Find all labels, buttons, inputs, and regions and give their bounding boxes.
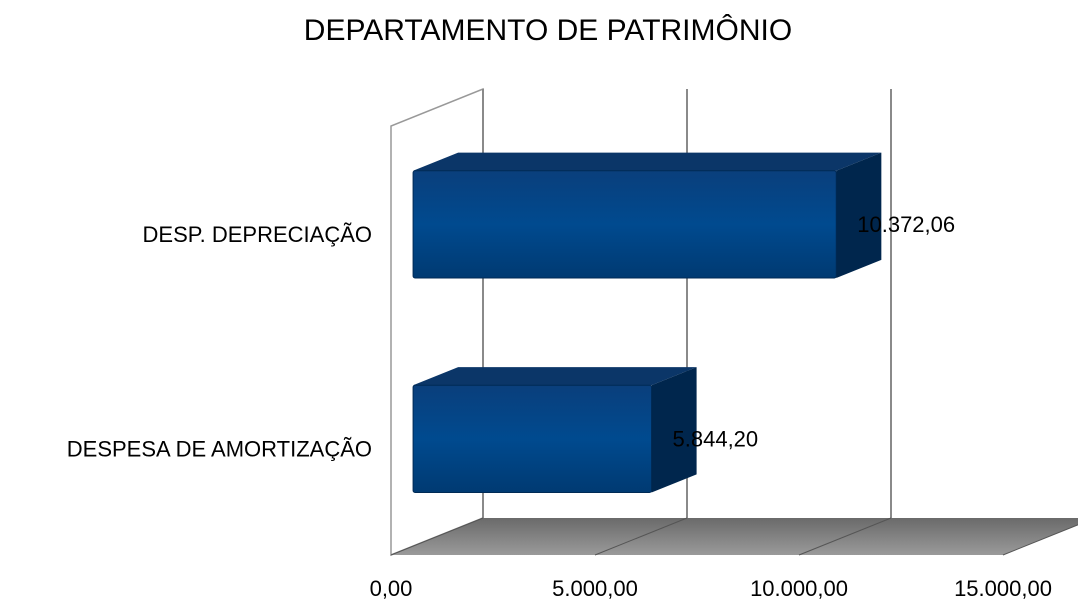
chart-title: DEPARTAMENTO DE PATRIMÔNIO — [304, 13, 792, 47]
bar-end — [651, 367, 697, 493]
floor-grid-line — [1002, 524, 1078, 556]
x-tick-label: 5.000,00 — [552, 576, 638, 601]
bar-top — [413, 152, 882, 171]
floor — [391, 518, 1078, 555]
x-tick-label: 10.000,00 — [750, 576, 848, 601]
x-tick-label: 15.000,00 — [954, 576, 1052, 601]
x-tick-label: 0,00 — [370, 576, 413, 601]
value-label: 10.372,06 — [857, 212, 955, 237]
floor-grid-line — [390, 517, 484, 556]
bar-top — [413, 367, 697, 386]
y-tick-label: DESPESA DE AMORTIZAÇÃO — [67, 437, 372, 462]
value-label: 5.844,20 — [673, 427, 759, 452]
bar — [412, 384, 653, 493]
floor-grid-line — [594, 517, 688, 556]
floor-grid-line — [798, 517, 892, 556]
bar — [412, 170, 837, 279]
y-tick-label: DESP. DEPRECIAÇÃO — [143, 222, 372, 247]
bar-end — [836, 152, 882, 278]
